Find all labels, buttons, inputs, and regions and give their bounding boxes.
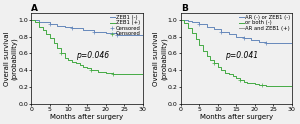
X-axis label: Months after surgery: Months after surgery <box>200 114 273 120</box>
Y-axis label: Overall survival
(probability): Overall survival (probability) <box>154 31 167 86</box>
Text: p=0.041: p=0.041 <box>225 51 258 60</box>
Text: p=0.046: p=0.046 <box>76 51 109 60</box>
Legend: AR (-) or ZEB1 (-), or both (-), AR and ZEB1 (+): AR (-) or ZEB1 (-), or both (-), AR and … <box>238 14 291 31</box>
Legend: ZEB1 (-), ZEB1 (+), Censored, Censored: ZEB1 (-), ZEB1 (+), Censored, Censored <box>109 14 142 37</box>
Text: A: A <box>32 4 38 13</box>
X-axis label: Months after surgery: Months after surgery <box>50 114 124 120</box>
Text: B: B <box>181 4 188 13</box>
Y-axis label: Overall survival
(probability): Overall survival (probability) <box>4 31 18 86</box>
